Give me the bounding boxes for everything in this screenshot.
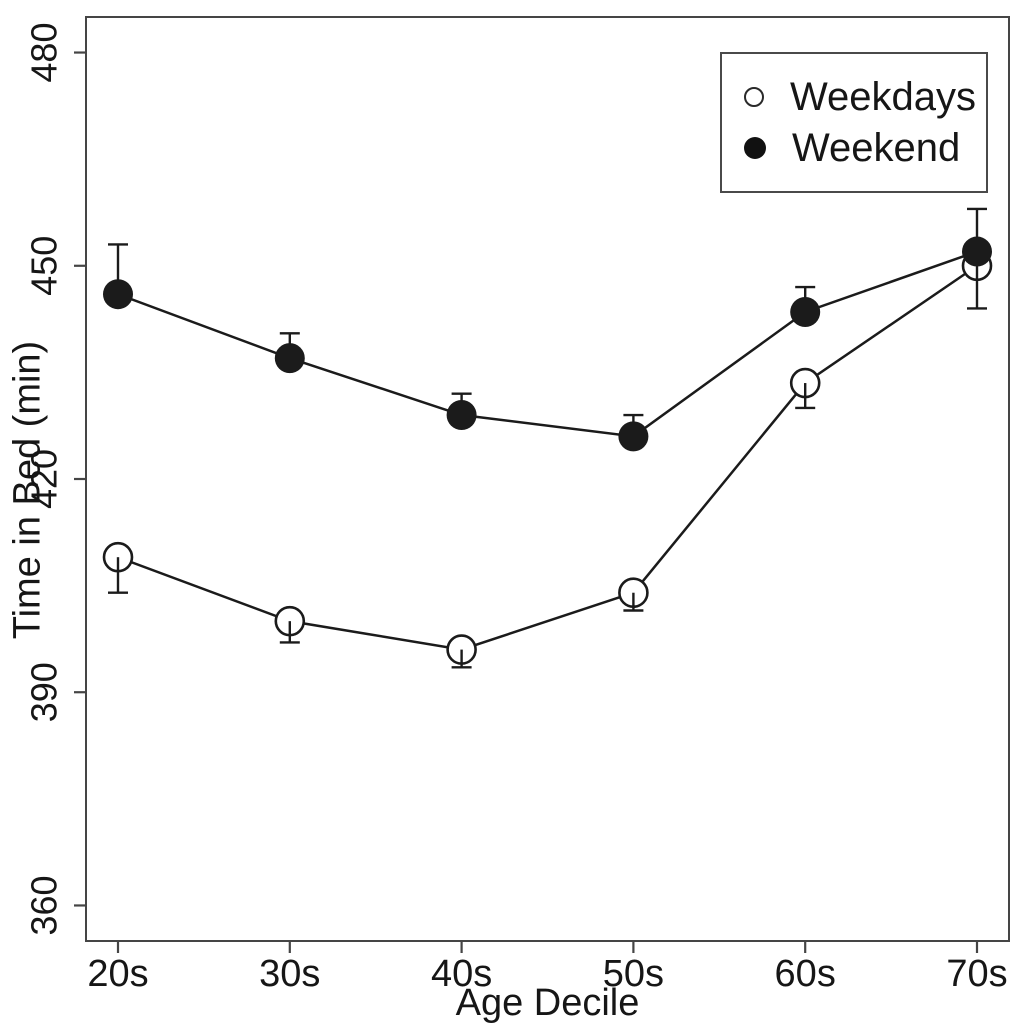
y-axis-title: Time in Bed (min) (6, 340, 49, 640)
x-tick-label: 60s (775, 953, 836, 995)
y-tick-label: 420 (24, 449, 65, 509)
legend: Weekdays Weekend (720, 52, 988, 193)
filled-circle-marker (962, 236, 992, 267)
filled-circle-marker (446, 400, 477, 431)
legend-item-weekdays: Weekdays (744, 76, 986, 118)
filled-circle-marker (618, 421, 649, 452)
x-tick-label: 30s (259, 953, 320, 995)
legend-label-weekdays: Weekdays (790, 75, 977, 119)
filled-circle-marker (790, 296, 821, 327)
open-circle-icon (744, 87, 764, 107)
series-line-weekdays (117, 264, 978, 651)
legend-item-weekend: Weekend (744, 127, 986, 169)
legend-label-weekend: Weekend (792, 126, 961, 170)
x-tick-label: 70s (946, 953, 1007, 995)
y-tick-label: 480 (24, 22, 65, 82)
x-tick-label: 50s (603, 953, 664, 995)
filled-circle-icon (744, 137, 766, 159)
y-tick-label: 360 (24, 875, 65, 935)
series-line-weekend (117, 250, 978, 438)
filled-circle-marker (103, 279, 133, 310)
filled-circle-marker (274, 343, 305, 374)
y-tick-label: 390 (24, 662, 65, 722)
y-tick-label: 450 (24, 236, 65, 296)
x-tick-label: 40s (431, 953, 492, 995)
x-tick-label: 20s (87, 953, 148, 995)
x-axis-title: Age Decile (455, 982, 640, 1024)
